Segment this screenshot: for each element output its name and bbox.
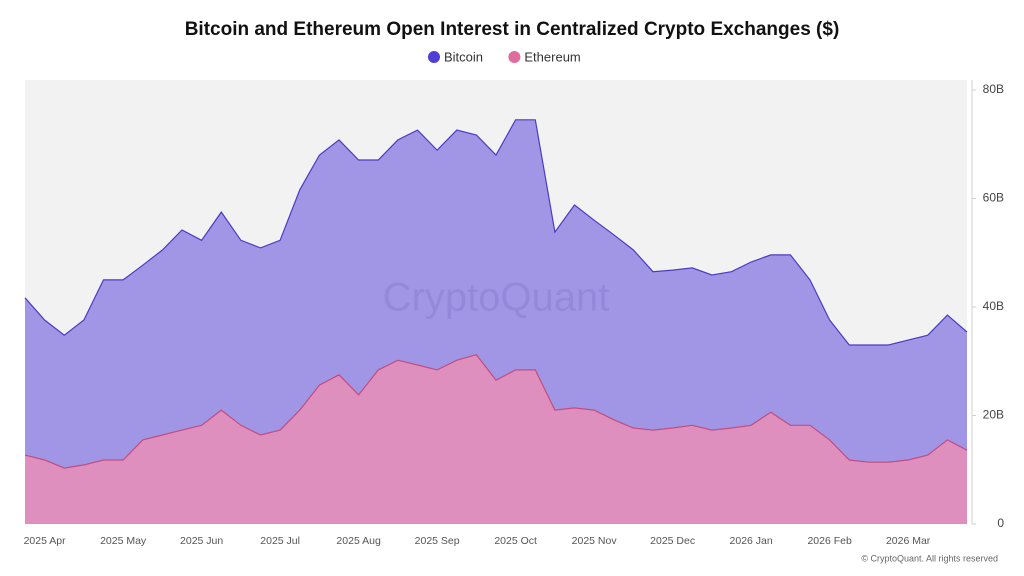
watermark: CryptoQuant	[383, 276, 610, 320]
x-tick-label: 2026 Mar	[886, 535, 931, 547]
x-tick-label: 2025 Oct	[494, 535, 537, 547]
x-tick-label: 2025 Dec	[650, 535, 695, 547]
x-tick-label: 2025 Nov	[572, 535, 618, 547]
y-tick-label: 60B	[983, 191, 1004, 205]
y-tick-label: 0	[997, 516, 1004, 530]
area-line	[24, 119, 968, 346]
legend-marker	[428, 51, 440, 63]
x-tick-label: 2025 May	[100, 535, 147, 547]
x-tick-label: 2025 Aug	[336, 535, 381, 547]
x-tick-label: 2026 Jan	[730, 535, 773, 547]
x-tick-label: 2026 Feb	[807, 535, 852, 547]
y-tick-label: 80B	[983, 82, 1004, 96]
footer: © CryptoQuant. All rights reserved	[861, 553, 998, 563]
x-tick-label: 2025 Jun	[180, 535, 223, 547]
chart-title: Bitcoin and Ethereum Open Interest in Ce…	[185, 19, 840, 40]
y-tick-label: 40B	[983, 299, 1004, 313]
legend-label: Bitcoin	[444, 49, 483, 64]
area-line	[24, 354, 968, 469]
area-fill	[25, 354, 967, 524]
x-tick-label: 2025 Jul	[260, 535, 300, 547]
x-tick-label: 2025 Apr	[24, 535, 67, 547]
legend-label: Ethereum	[524, 49, 580, 64]
area-fill	[25, 119, 967, 525]
legend-marker	[508, 51, 521, 63]
y-tick-label: 20B	[983, 408, 1004, 422]
plot	[24, 119, 968, 525]
x-tick-label: 2025 Sep	[415, 535, 460, 547]
